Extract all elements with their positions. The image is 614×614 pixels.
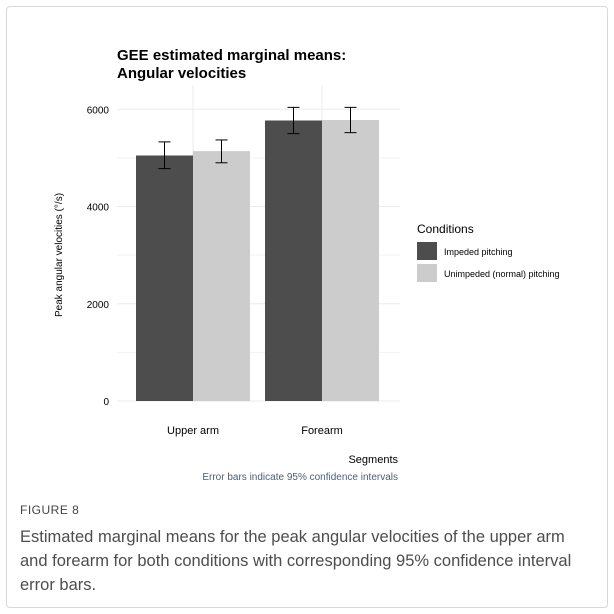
figure-caption: Estimated marginal means for the peak an… bbox=[20, 528, 572, 594]
legend-title: Conditions bbox=[417, 222, 474, 236]
y-tick-label: 2000 bbox=[87, 300, 110, 311]
legend-label: Impeded pitching bbox=[444, 247, 513, 257]
legend-label: Unimpeded (normal) pitching bbox=[444, 269, 560, 279]
y-tick-label: 0 bbox=[103, 397, 109, 408]
bar bbox=[136, 155, 193, 401]
legend: Conditions Impeded pitching Unimpeded (no… bbox=[417, 222, 560, 282]
chart-title-line-2: Angular velocities bbox=[117, 65, 246, 82]
y-tick-label: 6000 bbox=[87, 105, 110, 116]
x-tick-label: Upper arm bbox=[167, 425, 219, 437]
bars bbox=[136, 120, 379, 401]
legend-swatch bbox=[417, 264, 437, 282]
legend-swatch bbox=[417, 242, 437, 260]
y-tick-label: 4000 bbox=[87, 203, 110, 214]
x-axis-label: Segments bbox=[348, 454, 398, 466]
y-axis-label: Peak angular velocities (°/s) bbox=[54, 193, 65, 317]
bar bbox=[322, 120, 379, 401]
chart: GEE estimated marginal means: Angular ve… bbox=[54, 47, 560, 483]
x-axis-ticks: Upper arm Forearm bbox=[167, 425, 343, 437]
figure-label: FIGURE 8 bbox=[20, 503, 80, 517]
x-tick-label: Forearm bbox=[301, 425, 343, 437]
error-bars bbox=[158, 106, 357, 170]
bar bbox=[265, 120, 322, 401]
chart-note: Error bars indicate 95% confidence inter… bbox=[202, 472, 398, 483]
bar bbox=[193, 151, 250, 401]
chart-title-line-1: GEE estimated marginal means: bbox=[117, 47, 346, 64]
y-axis-ticks: 0 2000 4000 6000 bbox=[87, 105, 110, 408]
